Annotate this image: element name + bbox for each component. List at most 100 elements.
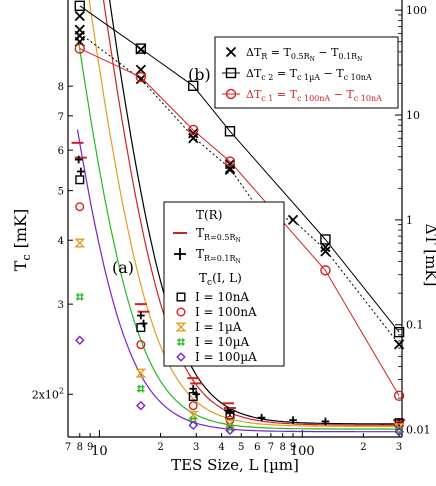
marker-circle <box>74 43 85 54</box>
data-point <box>320 265 331 276</box>
legend-a-label-part: T <box>196 226 204 240</box>
marker-circle <box>188 401 198 411</box>
marker-circle <box>136 340 146 350</box>
fit-curves <box>76 0 400 433</box>
legend-a-label-part: R=0.5R <box>204 233 236 242</box>
marker-circle <box>393 390 405 402</box>
data-point <box>188 420 199 430</box>
data-point <box>393 390 405 402</box>
data-point <box>224 156 236 167</box>
data-point <box>74 43 85 54</box>
svg-text:Tc[mK]: Tc [mK] <box>11 209 33 271</box>
marker-x <box>135 64 146 75</box>
marker-diamond <box>188 420 199 430</box>
legend-b-label-part: R <box>261 52 268 61</box>
data-point <box>77 167 85 176</box>
data-point <box>224 164 236 175</box>
legend-b-label-part: c 1µA <box>297 73 320 82</box>
x-tick-label: 3 <box>193 442 199 453</box>
marker-circle <box>75 202 85 212</box>
legend-b-label-part: N <box>357 56 362 63</box>
legend-b-label-part: 0.5R <box>291 52 311 61</box>
y-axis-label-right-text: ΔT [mK] <box>422 224 436 287</box>
legend-a-label: TR=0.5RN <box>196 226 241 244</box>
data-point <box>188 133 199 144</box>
legend-a-box <box>163 201 285 367</box>
marker-square <box>225 67 237 79</box>
x-tick-label: 6 <box>254 442 260 453</box>
fit-curve <box>88 0 400 428</box>
data-point <box>188 124 199 136</box>
marker-square <box>393 326 405 338</box>
x-tick-label: 3 <box>396 442 402 453</box>
data-point <box>225 410 235 420</box>
x-tick-label: 9 <box>290 442 296 453</box>
fit-curve <box>102 0 400 426</box>
marker-circle <box>176 307 186 317</box>
x-tick-label: 8 <box>77 442 83 453</box>
marker-square <box>188 80 199 91</box>
legend-marker <box>225 88 237 100</box>
series-line <box>79 48 400 397</box>
data-point <box>226 408 234 417</box>
fit-curve <box>76 34 400 430</box>
marker-square <box>136 323 146 333</box>
marker-circle <box>225 88 237 100</box>
marker-bowtie <box>135 368 147 378</box>
data-point <box>188 391 198 401</box>
fit-curve <box>76 129 400 433</box>
x-tick-label: 5 <box>238 442 244 453</box>
axis-labels: TES Size, L [µm] Tc [mK] ΔT [mK] <box>11 209 436 474</box>
gridless-frame <box>67 0 403 438</box>
x-tick-label: 10 <box>91 444 108 459</box>
data-point <box>136 400 146 411</box>
legend-b-label-part: − T <box>320 67 344 80</box>
legend-a-title-tc-main: T <box>199 271 207 285</box>
panel-b-lines <box>79 5 400 397</box>
y-tick-label: 2x102 <box>32 386 64 401</box>
legend-b-label-part: N <box>310 56 315 63</box>
marker-x <box>225 46 237 58</box>
marker-diamond <box>74 335 85 346</box>
series-line <box>79 32 400 345</box>
y-axis-label-sub: c <box>20 254 33 260</box>
left-y-axis-ticks: 2x102 3 4 5 6 7 8 <box>32 82 73 401</box>
data-point <box>75 293 84 301</box>
marker-x <box>135 73 146 85</box>
legend-b-label-part: ΔT <box>246 46 262 59</box>
data-point <box>225 425 235 436</box>
y-tick-label: 8 <box>58 82 64 93</box>
marker-bowtie <box>175 322 187 332</box>
marker-x <box>188 133 199 144</box>
legend-b-label-part: c 1 <box>261 94 273 103</box>
data-point <box>188 401 198 411</box>
legend-a-title-tc-sub: c <box>207 278 212 288</box>
data-point <box>74 335 85 346</box>
marker-x <box>287 214 299 226</box>
legend-a-label: I = 10µA <box>195 335 249 349</box>
marker-square <box>135 43 147 54</box>
marker-diamond <box>394 426 404 437</box>
data-point <box>224 126 236 137</box>
data-markers <box>71 0 406 437</box>
x-tick-label: 2 <box>157 442 163 453</box>
y-tick-label: 6 <box>58 146 64 157</box>
data-point <box>257 413 266 422</box>
legend-b-label-part: 0.1R <box>338 52 358 61</box>
legend-b-label-part: − T <box>315 46 339 59</box>
data-point <box>136 340 146 350</box>
marker-square <box>394 418 404 428</box>
y-axis-label-main: T <box>11 260 30 271</box>
x-tick-label: 7 <box>268 442 274 453</box>
data-point <box>393 326 405 338</box>
marker-diamond <box>176 352 186 362</box>
legend-a-label: I = 10nA <box>195 290 249 304</box>
marker-diamond <box>136 400 146 411</box>
y-tick-label: 1 <box>406 214 413 227</box>
data-point <box>74 0 85 12</box>
legend-b-label-part: = T <box>273 88 297 101</box>
marker-bowtie <box>74 238 86 248</box>
